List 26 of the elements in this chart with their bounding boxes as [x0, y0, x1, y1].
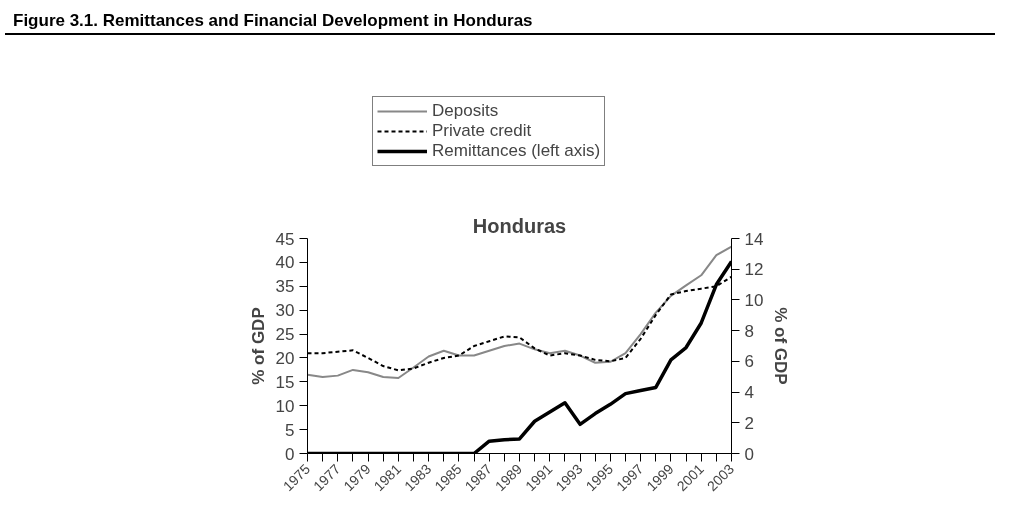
y-tick-label: 20 — [275, 348, 295, 368]
y-axis-title: % of GDP — [248, 307, 268, 385]
y2-tick-label: 2 — [744, 413, 754, 433]
y-tick-label: 40 — [275, 253, 295, 273]
y2-tick-label: 6 — [744, 352, 754, 372]
y2-tick-label: 12 — [744, 260, 764, 280]
y-tick-label: 25 — [275, 325, 295, 345]
y-tick-label: 35 — [275, 277, 295, 297]
legend-label: Remittances (left axis) — [432, 141, 601, 161]
y-tick-label: 15 — [275, 372, 295, 392]
y2-tick-label: 4 — [744, 383, 754, 403]
y2-tick-label: 8 — [744, 321, 754, 341]
legend-label: Deposits — [432, 101, 499, 121]
y2-tick-label: 0 — [744, 444, 754, 464]
chart-subtitle: Honduras — [472, 214, 567, 237]
y2-tick-label: 10 — [744, 290, 764, 310]
line-series — [307, 245, 732, 380]
y2-axis-title: % of GDP — [771, 307, 791, 385]
legend-label: Private credit — [432, 121, 532, 141]
y-tick-label: 30 — [275, 301, 295, 321]
y-tick-label: 10 — [275, 396, 295, 416]
chart-title: Figure 3.1. Remittances and Financial Development in Honduras — [13, 10, 533, 32]
y-tick-label: 0 — [285, 444, 295, 464]
y-tick-label: 45 — [275, 229, 295, 249]
y-tick-label: 5 — [285, 420, 295, 440]
y2-tick-label: 14 — [744, 229, 764, 249]
